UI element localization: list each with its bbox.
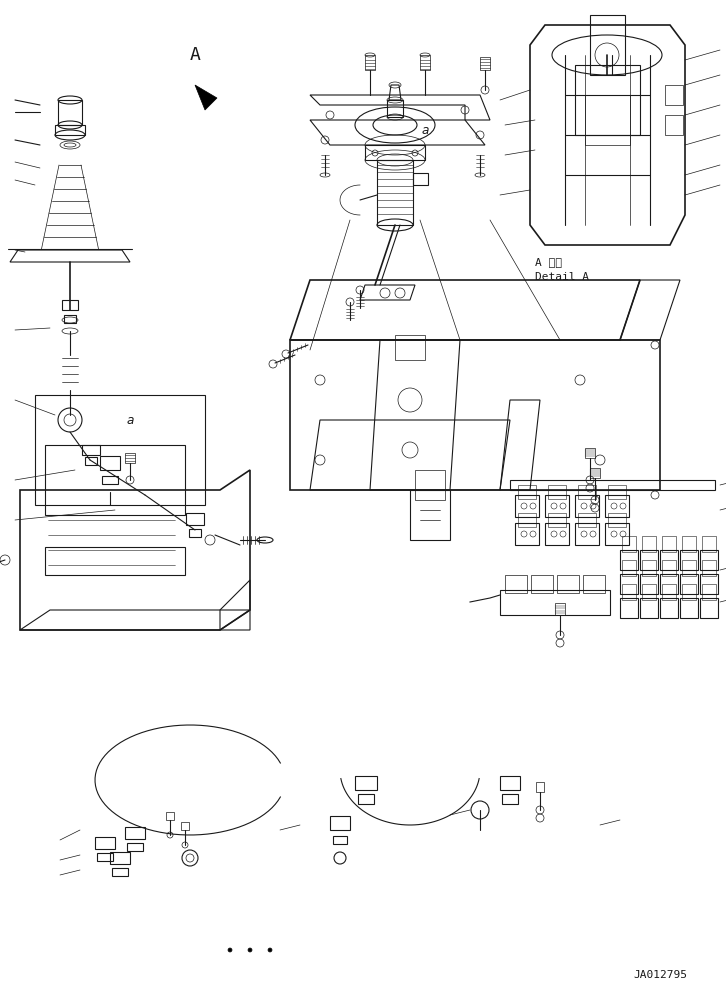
Bar: [330, 816, 350, 830]
Text: a: a: [421, 124, 429, 136]
Bar: [557, 575, 579, 593]
Bar: [505, 575, 527, 593]
Bar: [186, 513, 204, 525]
Bar: [97, 853, 113, 861]
Text: A 詳細: A 詳細: [535, 257, 562, 267]
Bar: [85, 457, 97, 465]
Bar: [590, 15, 625, 75]
Bar: [682, 584, 696, 600]
Bar: [682, 536, 696, 552]
Bar: [95, 837, 115, 849]
Bar: [518, 485, 536, 499]
Text: A: A: [189, 46, 200, 64]
Bar: [333, 836, 347, 844]
Bar: [702, 584, 716, 600]
Text: JA012795: JA012795: [633, 970, 687, 980]
Text: a: a: [126, 413, 134, 426]
Bar: [355, 776, 377, 790]
Text: Detail A: Detail A: [535, 272, 589, 282]
Bar: [125, 827, 145, 839]
Bar: [395, 335, 425, 360]
Bar: [702, 560, 716, 576]
Bar: [62, 300, 78, 310]
Bar: [622, 560, 636, 576]
Bar: [110, 852, 130, 864]
Bar: [665, 115, 683, 135]
Bar: [548, 513, 566, 527]
Bar: [622, 536, 636, 552]
Bar: [189, 529, 201, 537]
Bar: [622, 584, 636, 600]
Bar: [102, 476, 118, 484]
Bar: [665, 85, 683, 105]
Bar: [662, 560, 676, 576]
Bar: [413, 173, 428, 185]
Bar: [64, 315, 76, 323]
Bar: [578, 485, 596, 499]
Bar: [502, 794, 518, 804]
Bar: [583, 575, 605, 593]
Polygon shape: [195, 85, 217, 110]
Bar: [575, 65, 640, 135]
Bar: [531, 575, 553, 593]
Bar: [682, 560, 696, 576]
Bar: [578, 513, 596, 527]
Bar: [45, 445, 185, 515]
Circle shape: [228, 948, 232, 952]
Bar: [702, 536, 716, 552]
Bar: [127, 843, 143, 851]
Bar: [662, 536, 676, 552]
Bar: [100, 456, 120, 470]
Bar: [642, 584, 656, 600]
Bar: [548, 485, 566, 499]
Circle shape: [268, 948, 272, 952]
Bar: [82, 445, 100, 455]
Bar: [500, 776, 520, 790]
Bar: [518, 513, 536, 527]
Bar: [358, 794, 374, 804]
Bar: [35, 395, 205, 505]
Bar: [642, 536, 656, 552]
Bar: [45, 547, 185, 575]
Bar: [585, 95, 630, 145]
Bar: [608, 485, 626, 499]
Bar: [642, 560, 656, 576]
Bar: [662, 584, 676, 600]
Circle shape: [248, 948, 252, 952]
Bar: [608, 513, 626, 527]
Bar: [112, 868, 128, 876]
Bar: [415, 470, 445, 500]
